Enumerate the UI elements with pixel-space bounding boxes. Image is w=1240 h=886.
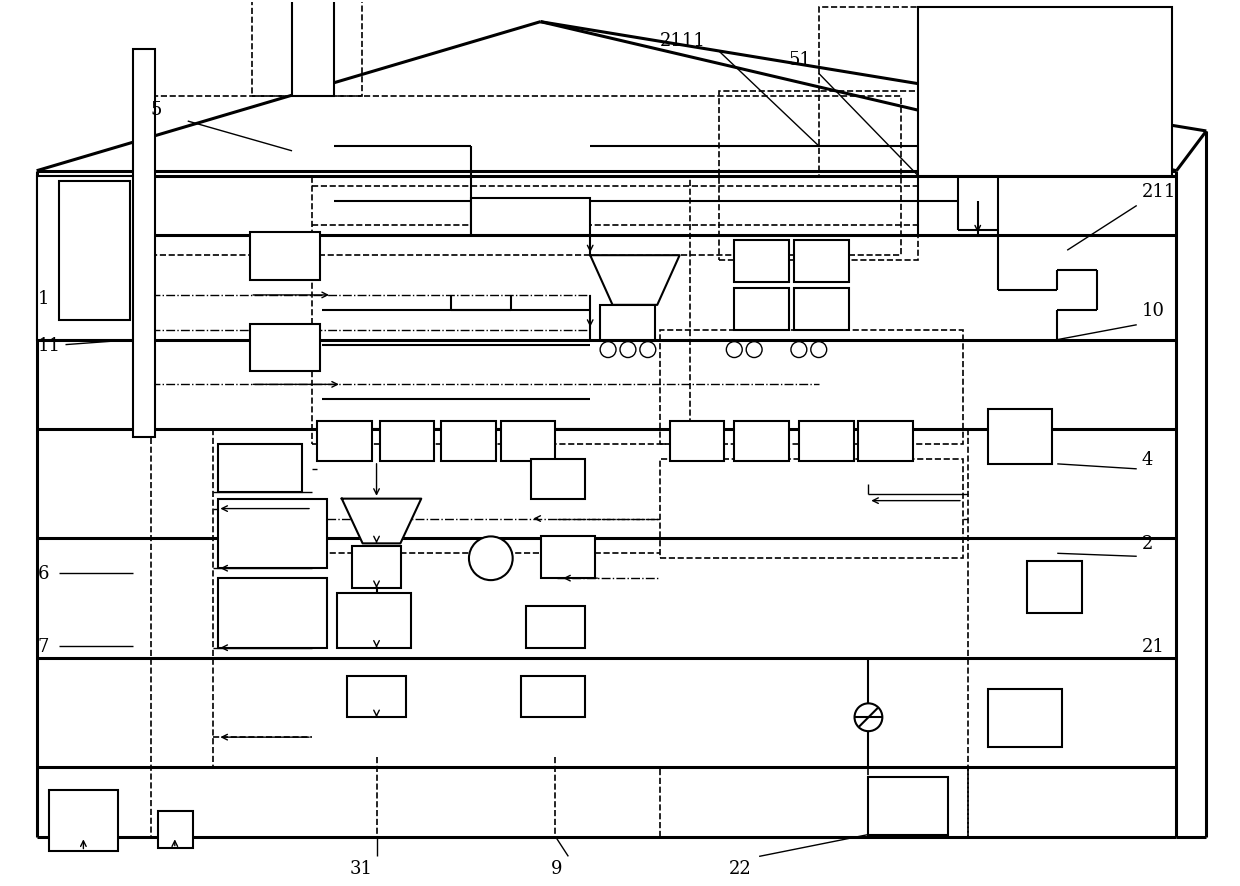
Bar [918, 8, 1172, 176]
Text: 2111: 2111 [660, 32, 706, 50]
Bar [37, 176, 151, 340]
Bar [347, 676, 407, 718]
Text: 10: 10 [1142, 301, 1164, 320]
Bar [217, 445, 303, 492]
Bar [988, 689, 1063, 747]
Bar [858, 422, 913, 462]
Text: 6: 6 [37, 564, 50, 582]
Bar [471, 198, 590, 236]
Bar [217, 579, 327, 648]
Bar [660, 330, 962, 445]
Circle shape [620, 342, 636, 358]
Bar [868, 777, 947, 835]
Bar [531, 459, 585, 499]
Circle shape [811, 342, 827, 358]
Bar [670, 422, 724, 462]
Bar [600, 306, 655, 340]
Bar [526, 606, 585, 648]
Bar [818, 8, 1172, 176]
Bar [312, 176, 689, 445]
Bar [151, 97, 901, 256]
Text: 22: 22 [729, 859, 753, 877]
Bar [58, 182, 130, 321]
Text: 7: 7 [37, 637, 50, 655]
Bar [133, 51, 155, 438]
Bar [337, 594, 412, 648]
Circle shape [469, 537, 512, 580]
Bar [734, 289, 789, 330]
Text: 1: 1 [37, 290, 50, 307]
Bar [317, 422, 372, 462]
Bar [794, 289, 848, 330]
Text: 4: 4 [1142, 450, 1153, 469]
Text: 51: 51 [789, 51, 812, 69]
Bar [794, 241, 848, 283]
Polygon shape [342, 499, 422, 544]
Bar [660, 459, 962, 559]
Circle shape [854, 703, 883, 731]
Bar [250, 324, 320, 372]
Text: 5: 5 [151, 101, 162, 119]
Text: 31: 31 [350, 859, 373, 877]
Bar [157, 811, 192, 849]
Bar [250, 233, 320, 281]
Bar [441, 422, 496, 462]
Bar [541, 537, 595, 579]
Text: 21: 21 [1142, 637, 1164, 655]
Circle shape [600, 342, 616, 358]
Bar [734, 241, 789, 283]
Bar [734, 422, 789, 462]
Bar [501, 422, 556, 462]
Bar [719, 92, 918, 260]
Circle shape [727, 342, 743, 358]
Text: 11: 11 [37, 337, 61, 354]
Bar [521, 676, 585, 718]
Bar [252, 0, 362, 97]
Bar [1028, 562, 1083, 613]
Text: 211: 211 [1142, 183, 1176, 200]
Circle shape [640, 342, 656, 358]
Circle shape [746, 342, 763, 358]
Polygon shape [590, 256, 680, 306]
Bar [352, 547, 402, 588]
Bar [799, 422, 853, 462]
Bar [293, 0, 334, 97]
Bar [379, 422, 434, 462]
Text: 2: 2 [1142, 535, 1153, 553]
Text: 9: 9 [551, 859, 562, 877]
Bar [48, 790, 118, 851]
Circle shape [791, 342, 807, 358]
Bar [217, 499, 327, 569]
Bar [988, 409, 1053, 464]
